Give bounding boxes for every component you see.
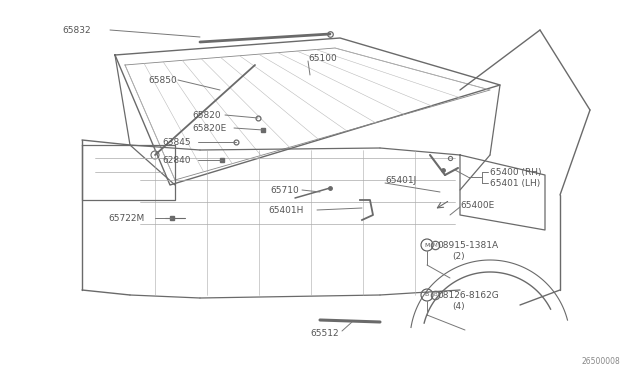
Text: 65832: 65832: [62, 26, 91, 35]
Text: 65512: 65512: [310, 330, 339, 339]
Text: B: B: [425, 292, 429, 298]
Text: B: B: [433, 292, 437, 298]
Text: 62840: 62840: [162, 155, 191, 164]
Text: (2): (2): [452, 251, 465, 260]
Text: 65401 (LH): 65401 (LH): [490, 179, 540, 187]
Text: 65100: 65100: [308, 54, 337, 62]
Text: 65400 (RH): 65400 (RH): [490, 167, 541, 176]
Text: M: M: [424, 243, 429, 247]
Text: 65850: 65850: [148, 76, 177, 84]
Text: M: M: [433, 243, 437, 247]
Text: 65820: 65820: [192, 110, 221, 119]
Text: 65710: 65710: [270, 186, 299, 195]
Text: 63845: 63845: [162, 138, 191, 147]
Text: 65400E: 65400E: [460, 201, 494, 209]
Text: 65401J: 65401J: [385, 176, 416, 185]
Text: 65401H: 65401H: [268, 205, 303, 215]
Text: 08126-8162G: 08126-8162G: [437, 291, 499, 299]
Text: 65820E: 65820E: [192, 124, 227, 132]
Text: 26500008: 26500008: [581, 357, 620, 366]
Text: 65722M: 65722M: [108, 214, 144, 222]
Text: 08915-1381A: 08915-1381A: [437, 241, 498, 250]
Text: (4): (4): [452, 301, 465, 311]
